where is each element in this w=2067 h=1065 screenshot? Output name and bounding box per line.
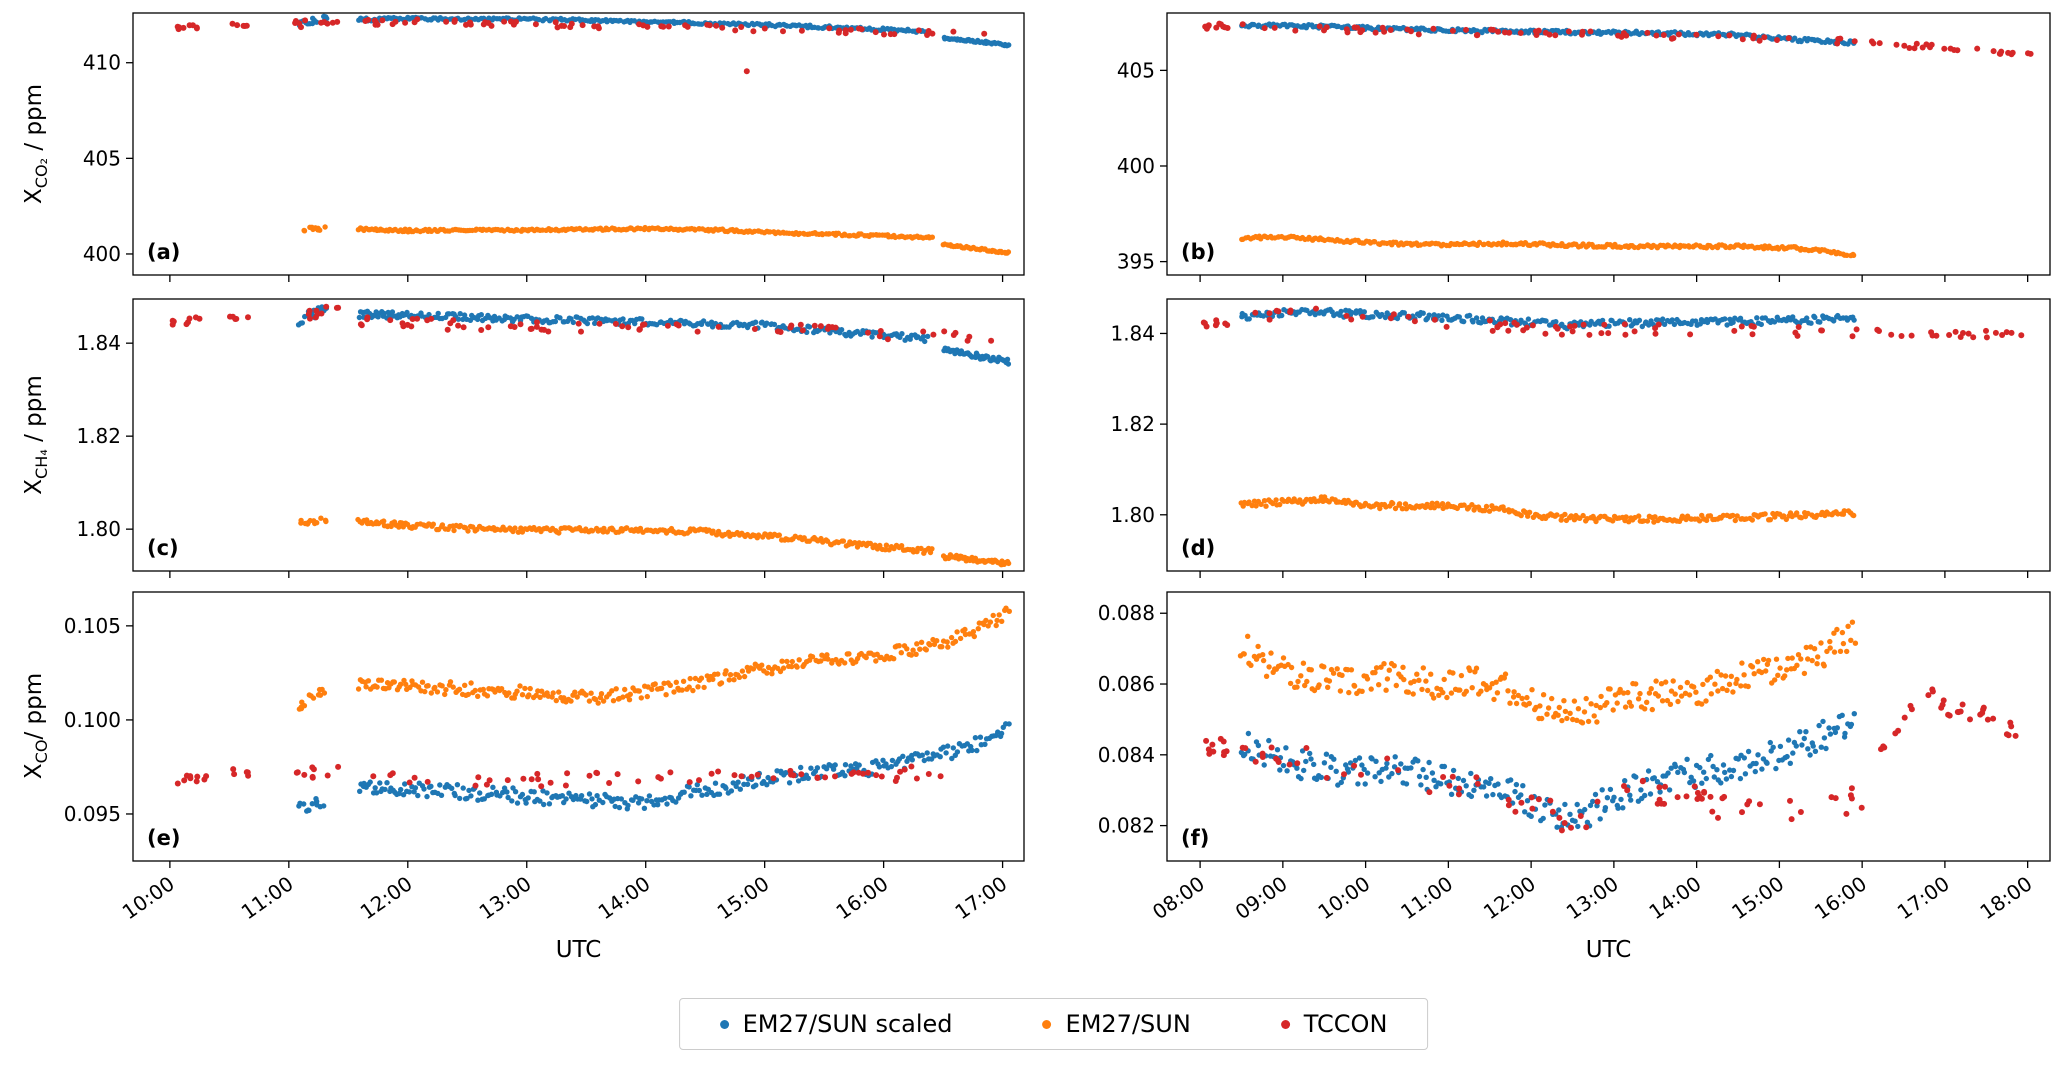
x-axis-title: UTC (556, 937, 602, 963)
series-em27-sun-scaled (1238, 711, 1858, 830)
y-tick-label: 1.82 (76, 424, 121, 448)
y-tick-label: 1.84 (1110, 321, 1155, 345)
x-tick-label: 12:00 (356, 871, 417, 924)
series-em27-sun (296, 605, 1012, 712)
panel-e: 0.095 0.100 0.105 10:00 11:00 12:00 13:00 14:00… (64, 591, 1025, 963)
x-tick-label: 11:00 (1396, 871, 1457, 924)
y-tick-label: 0.095 (64, 802, 121, 826)
x-tick-label: 13:00 (475, 871, 536, 924)
series-em27-sun (301, 224, 1012, 256)
y-tick-label: 395 (1117, 250, 1155, 274)
x-axis-title: UTC (1586, 937, 1632, 963)
series-tccon (174, 16, 988, 75)
x-tick-label: 08:00 (1148, 871, 1209, 924)
panel-label: (c) (147, 536, 179, 560)
panel-label: (a) (147, 240, 180, 264)
y-axis-title-suffix: / ppm (21, 672, 48, 740)
series-tccon (1200, 305, 2025, 341)
panel-label: (b) (1181, 240, 1215, 264)
x-tick-label: 15:00 (713, 871, 774, 924)
series-em27-sun (298, 515, 1012, 568)
y-axis-title-base: X (21, 763, 48, 780)
x-tick-label: 16:00 (832, 871, 893, 924)
legend-item-em27-sun-scaled: EM27/SUN scaled (719, 1010, 953, 1038)
panel-frame (1166, 298, 2051, 572)
series-em27-sun-scaled (296, 13, 1012, 49)
x-tick-label: 14:00 (594, 871, 655, 924)
y-tick-label: 1.80 (76, 517, 121, 541)
legend-label-em27-sun: EM27/SUN (1065, 1010, 1191, 1038)
panel-frame (1166, 591, 2051, 862)
panel-frame (132, 298, 1025, 572)
y-axis-title-suffix: / ppm (21, 375, 48, 450)
legend: EM27/SUN scaled EM27/SUN TCCON (678, 998, 1429, 1050)
y-tick-label: 0.084 (1098, 743, 1155, 767)
x-tick-label: 10:00 (118, 871, 179, 924)
x-tick-label: 15:00 (1727, 871, 1788, 924)
x-tick-label: 18:00 (1976, 871, 2037, 924)
y-tick-label: 410 (83, 51, 121, 75)
y-axis-title-suffix: / ppm (21, 83, 48, 158)
x-tick-label: 16:00 (1810, 871, 1871, 924)
x-tick-label: 14:00 (1645, 871, 1706, 924)
y-axis-title-xch4: XCH₄ / ppm (21, 375, 51, 495)
y-tick-label: 1.80 (1110, 503, 1155, 527)
legend-marker-em27-sun-icon (1042, 1019, 1052, 1029)
series-em27-sun (1237, 619, 1859, 726)
y-axis-title-base: X (21, 479, 48, 495)
series-tccon (1203, 686, 2019, 834)
series-em27-sun (1239, 233, 1857, 259)
panel-label: (e) (147, 826, 180, 850)
y-tick-label: 1.82 (1110, 412, 1155, 436)
panel-label: (d) (1181, 536, 1215, 560)
panel-b: 395 400 405 (b) (1117, 12, 2051, 282)
panel-frame (132, 591, 1025, 862)
series-tccon (174, 763, 944, 790)
y-tick-label: 400 (1117, 154, 1155, 178)
y-tick-label: 0.086 (1098, 672, 1155, 696)
series-em27-sun (1238, 494, 1857, 525)
y-tick-label: 405 (83, 146, 121, 170)
y-tick-label: 0.100 (64, 708, 121, 732)
series-tccon (1202, 20, 2034, 58)
x-tick-label: 17:00 (950, 871, 1011, 924)
x-tick-label: 12:00 (1479, 871, 1540, 924)
legend-item-tccon: TCCON (1280, 1010, 1388, 1038)
legend-label-em27-sun-scaled: EM27/SUN scaled (742, 1010, 953, 1038)
panel-frame (132, 12, 1025, 276)
legend-label-tccon: TCCON (1303, 1010, 1388, 1038)
x-tick-label: 10:00 (1313, 871, 1374, 924)
legend-item-em27-sun: EM27/SUN (1042, 1010, 1191, 1038)
panel-c: 1.80 1.82 1.84 (c) (76, 298, 1025, 578)
x-tick-label: 17:00 (1893, 871, 1954, 924)
panel-f: 0.082 0.084 0.086 0.088 08:00 09:00 10:00 11:00… (1098, 591, 2051, 963)
panel-a: 400 405 410 (a) (83, 12, 1025, 282)
panel-label: (f) (1181, 826, 1209, 850)
y-axis-title-sub: CO (31, 739, 51, 764)
series-em27-sun-scaled (296, 721, 1012, 814)
x-tick-label: 09:00 (1231, 871, 1292, 924)
y-tick-label: 1.84 (76, 331, 121, 355)
y-axis-title-base: X (21, 188, 48, 205)
series-tccon (169, 303, 995, 344)
series-em27-sun-scaled (1239, 306, 1857, 332)
y-tick-label: 0.105 (64, 614, 121, 638)
y-axis-title-sub: CO₂ (31, 157, 51, 189)
y-axis-title-xco: XCO/ ppm (21, 673, 51, 779)
panel-d: 1.80 1.82 1.84 (d) (1110, 298, 2051, 578)
x-tick-label: 13:00 (1562, 871, 1623, 924)
series-em27-sun-scaled (295, 304, 1012, 367)
y-axis-title-sub: CH₄ (31, 449, 51, 480)
x-tick-label: 11:00 (237, 871, 298, 924)
legend-marker-tccon-icon (1280, 1019, 1290, 1029)
legend-marker-em27-sun-scaled-icon (719, 1019, 729, 1029)
y-tick-label: 405 (1117, 58, 1155, 82)
y-tick-label: 0.088 (1098, 601, 1155, 625)
y-tick-label: 0.082 (1098, 814, 1155, 838)
y-tick-label: 400 (83, 242, 121, 266)
panel-frame (1166, 12, 2051, 276)
y-axis-title-xco2: XCO₂ / ppm (21, 84, 51, 204)
